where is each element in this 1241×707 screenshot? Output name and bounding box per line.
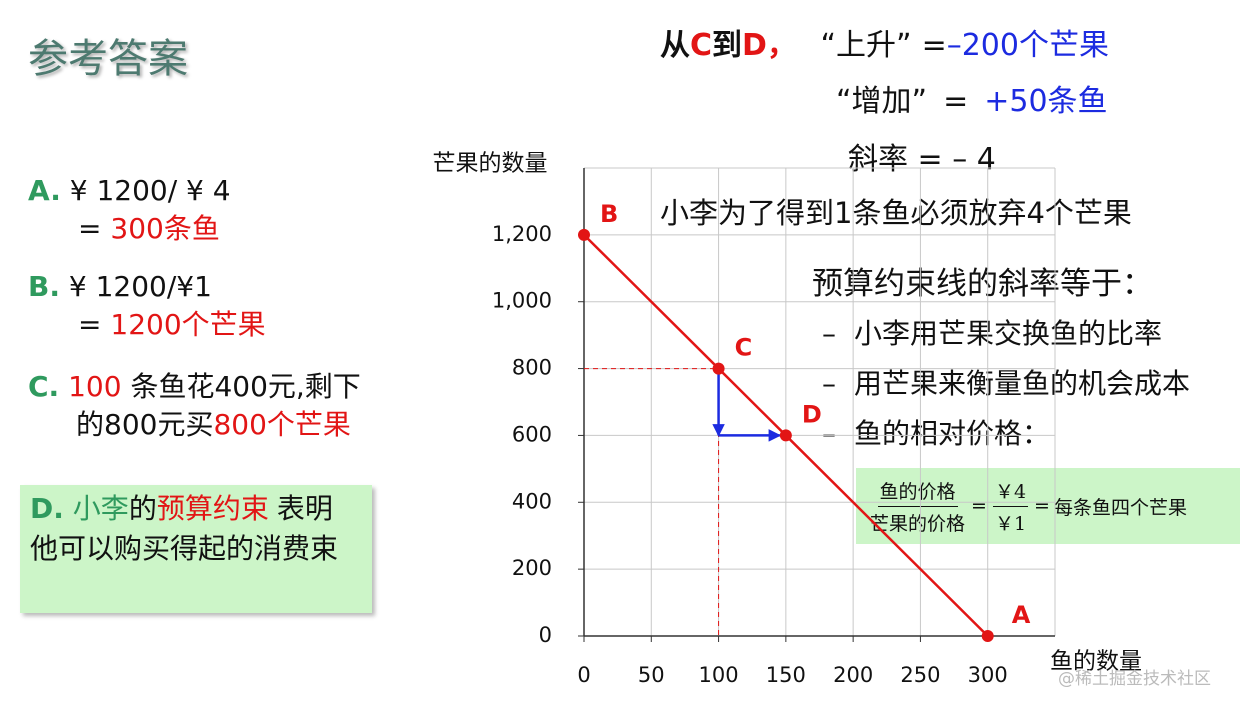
fraction: 鱼的价格 芒果的价格 [870, 477, 965, 536]
answer-label: C. [28, 370, 60, 403]
note: 小李为了得到1条鱼必须放弃4个芒果 [660, 196, 1132, 230]
slide-title: 参考答案 [28, 36, 188, 82]
fraction: ￥4 ￥1 [992, 477, 1029, 536]
equals: = [971, 495, 987, 517]
x-tick-label: 100 [699, 663, 739, 687]
x-tick-label: 0 [577, 663, 590, 687]
bullet: – 用芒果来衡量鱼的机会成本 [822, 362, 1190, 402]
point [981, 630, 994, 642]
answer-text: 表明他可以购买得起的消费束 [30, 492, 339, 565]
x-tick-label: 300 [968, 663, 1008, 687]
y-tick-label: 800 [512, 356, 552, 380]
bullet-text: 用芒果来衡量鱼的机会成本 [854, 367, 1191, 400]
answer-label: D. [30, 492, 64, 525]
numerator: ￥4 [992, 477, 1029, 507]
slope-line-2: “增加” = +50条鱼 [836, 76, 1108, 120]
text: D [742, 28, 767, 63]
answer-a: A. ¥ 1200/ ¥ 4 = 300条鱼 [28, 172, 231, 248]
text: “上升” [820, 28, 912, 63]
heading: 预算约束线的斜率等于： [812, 266, 1153, 302]
answer-result: 800个芒果 [213, 408, 351, 441]
point [779, 429, 792, 442]
y-tick-label: 400 [512, 489, 552, 513]
point-label: A [1012, 601, 1031, 629]
answer-b: B. ¥ 1200/¥1 = 1200个芒果 [28, 268, 266, 344]
answer-result: 300条鱼 [110, 212, 220, 245]
text: 到 [712, 28, 743, 63]
text: 从 [660, 28, 690, 63]
answer-text: 条鱼花400元,剩下 [121, 370, 361, 403]
bullet-text: 鱼的相对价格： [854, 417, 1051, 450]
answer-text: 的 [128, 492, 157, 525]
denominator: ￥1 [994, 512, 1027, 535]
answer-d: D. 小李的预算约束 表明他可以购买得起的消费束 [20, 485, 372, 613]
x-tick-label: 50 [638, 663, 665, 687]
point-label: D [802, 400, 822, 428]
text: –200个芒果 [946, 28, 1109, 63]
answer-label: A. [28, 174, 61, 207]
bullet: – 鱼的相对价格： [822, 412, 1050, 452]
y-tick-label: 1,200 [492, 222, 552, 246]
slope-line-1: 从C到D， “上升” =–200个芒果 [660, 20, 1109, 64]
bullet: – 小李用芒果交换鱼的比率 [822, 312, 1162, 352]
answer-label: B. [28, 270, 60, 303]
numerator: 鱼的价格 [877, 477, 958, 507]
formula: 鱼的价格 芒果的价格 = ￥4 ￥1 = 每条鱼四个芒果 [856, 468, 1240, 544]
answer-text: 的800元买 [76, 408, 214, 441]
answer-text: 小李 [72, 492, 129, 525]
text: C [690, 28, 713, 63]
point-label: C [735, 334, 753, 362]
denominator: 芒果的价格 [870, 512, 966, 535]
answer-text: ¥ 1200/ ¥ 4 [69, 174, 231, 207]
formula-result: 每条鱼四个芒果 [1053, 496, 1187, 519]
answer-text: 100 [68, 370, 122, 403]
y-tick-label: 0 [539, 623, 552, 647]
bullet-dash: – [822, 317, 836, 350]
slope-line-3: 斜率 = – 4 [848, 142, 996, 177]
bullet-dash: – [822, 417, 836, 450]
bullet-dash: – [822, 367, 836, 400]
answer-text: ¥ 1200/¥1 [68, 270, 212, 303]
answer-c: C. 100 条鱼花400元,剩下 的800元买800个芒果 [28, 368, 361, 444]
bullet-text: 小李用芒果交换鱼的比率 [854, 317, 1163, 350]
point-label: B [600, 200, 618, 228]
text: ， [766, 28, 797, 63]
answer-result: 1200个芒果 [110, 308, 266, 341]
y-axis-label: 芒果的数量 [433, 151, 548, 177]
y-tick-label: 600 [512, 422, 552, 446]
equals: = [1034, 495, 1050, 517]
text: “增加” [836, 84, 928, 119]
answer-text: 预算约束 [156, 492, 269, 525]
text: +50条鱼 [984, 84, 1108, 119]
text: = [921, 28, 947, 63]
text: = [943, 84, 969, 119]
watermark: @稀土掘金技术社区 [1058, 669, 1211, 689]
x-tick-label: 200 [833, 663, 873, 687]
guide-line [584, 368, 720, 636]
x-tick-label: 150 [766, 663, 806, 687]
answer-text: = [78, 308, 102, 341]
x-tick-label: 250 [900, 663, 940, 687]
point [578, 228, 590, 241]
y-tick-label: 1,000 [492, 289, 552, 313]
y-tick-label: 200 [512, 556, 552, 580]
answer-text: = [78, 212, 102, 245]
point [712, 362, 725, 375]
